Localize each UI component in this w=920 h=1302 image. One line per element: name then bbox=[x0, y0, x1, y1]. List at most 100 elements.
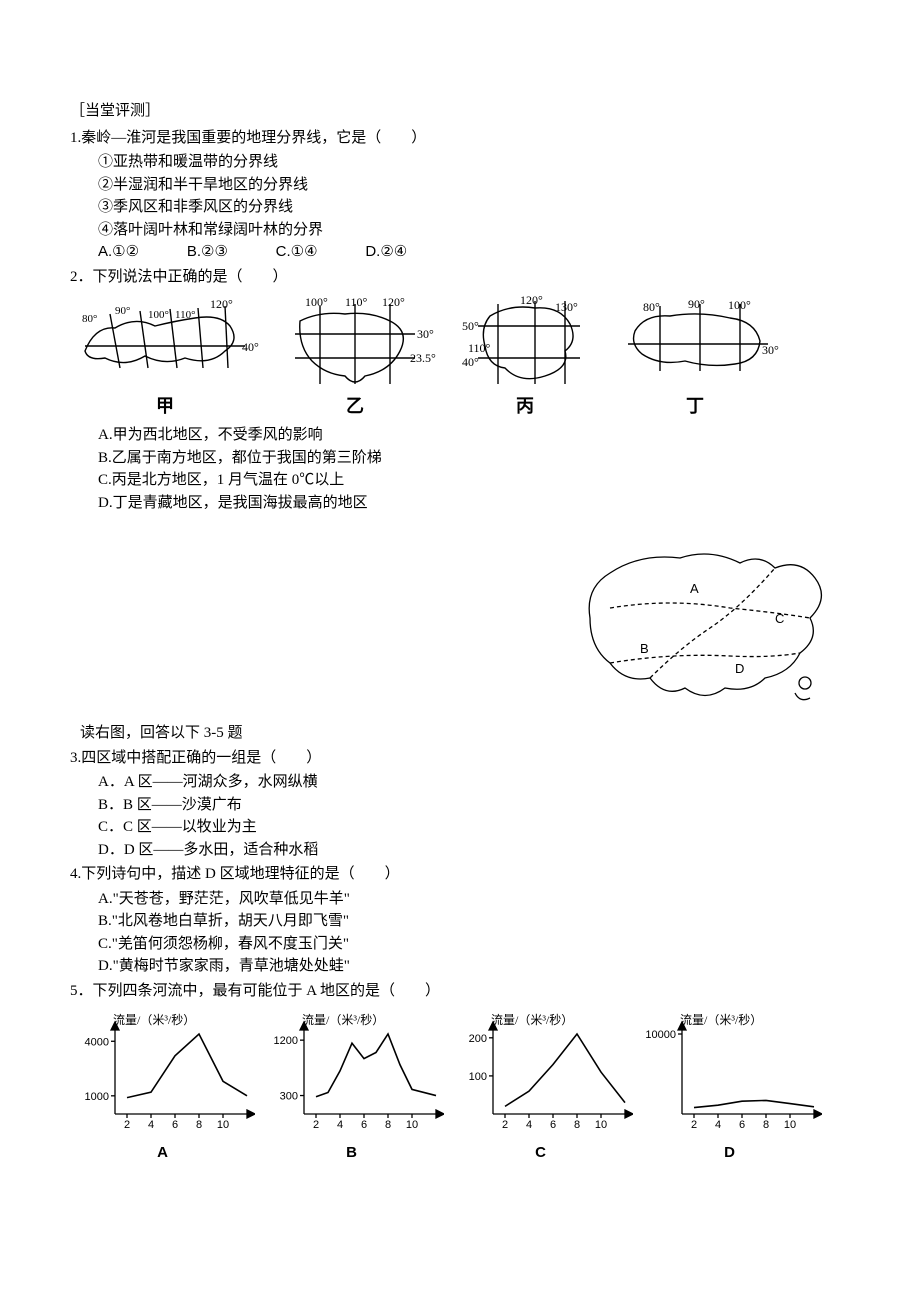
svg-text:流量/（米³/秒）: 流量/（米³/秒） bbox=[491, 1013, 573, 1027]
q2-stem: 2．下列说法中正确的是（ ） bbox=[70, 266, 850, 289]
svg-text:300: 300 bbox=[280, 1091, 298, 1103]
ding-80: 80° bbox=[643, 300, 660, 314]
chart-d: 流量/（米³/秒）10000246810（月）D bbox=[637, 1012, 822, 1165]
bing-120: 120° bbox=[520, 296, 543, 307]
q3-opt-a: A．A 区——河湖众多，水网纵横 bbox=[70, 771, 850, 794]
svg-text:2: 2 bbox=[691, 1119, 697, 1131]
q2-opt-a: A.甲为西北地区，不受季风的影响 bbox=[70, 424, 850, 447]
yi-caption: 乙 bbox=[270, 393, 440, 420]
q3-stem: 3.四区域中搭配正确的一组是（ ） bbox=[70, 747, 850, 770]
bing-110: 110° bbox=[468, 341, 491, 355]
q4-opt-b: B."北风卷地白草折，胡天八月即飞雪" bbox=[70, 910, 850, 933]
svg-text:10: 10 bbox=[784, 1119, 796, 1131]
jia-120: 120° bbox=[210, 297, 233, 311]
svg-text:4: 4 bbox=[715, 1119, 721, 1131]
jia-110: 110° bbox=[175, 309, 196, 321]
q1-item-3: ③季风区和非季风区的分界线 bbox=[70, 196, 850, 219]
svg-text:4: 4 bbox=[148, 1119, 154, 1131]
ding-30: 30° bbox=[762, 343, 779, 357]
ding-90: 90° bbox=[688, 297, 705, 311]
q2-opt-b: B.乙属于南方地区，都位于我国的第三阶梯 bbox=[70, 447, 850, 470]
yi-30: 30° bbox=[417, 327, 434, 341]
q3-opt-c: C．C 区——以牧业为主 bbox=[70, 816, 850, 839]
svg-text:10: 10 bbox=[406, 1119, 418, 1131]
passage-lead: 读右图，回答以下 3-5 题 bbox=[70, 722, 850, 745]
svg-text:1200: 1200 bbox=[274, 1035, 298, 1047]
svg-text:8: 8 bbox=[385, 1119, 391, 1131]
yi-100: 100° bbox=[305, 296, 328, 309]
q1-opt-b: B.②③ bbox=[187, 241, 228, 264]
svg-text:4: 4 bbox=[337, 1119, 343, 1131]
china-map-icon: A B C D bbox=[550, 528, 850, 718]
svg-text:（月）: （月） bbox=[627, 1117, 633, 1131]
yi-120: 120° bbox=[382, 296, 405, 309]
bing-caption: 丙 bbox=[450, 393, 600, 420]
map-label-d: D bbox=[735, 661, 744, 676]
chart-c: 流量/（米³/秒）100200246810（月）C bbox=[448, 1012, 633, 1165]
section-header: ［当堂评测］ bbox=[70, 100, 850, 123]
q4-opt-d: D."黄梅时节家家雨，青草池塘处处蛙" bbox=[70, 955, 850, 978]
map-jia: 80° 90° 100° 110° 120° 40° 甲 bbox=[70, 296, 260, 420]
q3-opt-d: D．D 区——多水田，适合种水稻 bbox=[70, 839, 850, 862]
svg-text:2: 2 bbox=[124, 1119, 130, 1131]
yi-110: 110° bbox=[345, 296, 368, 309]
yi-235: 23.5° bbox=[410, 351, 436, 365]
svg-text:10000: 10000 bbox=[645, 1029, 676, 1041]
q1-item-4: ④落叶阔叶林和常绿阔叶林的分界 bbox=[70, 219, 850, 242]
svg-text:100: 100 bbox=[469, 1071, 487, 1083]
jia-100: 100° bbox=[148, 309, 169, 321]
svg-text:4: 4 bbox=[526, 1119, 532, 1131]
map-label-c: C bbox=[775, 611, 784, 626]
bing-40: 40° bbox=[462, 355, 479, 369]
q1-opt-a: A.①② bbox=[98, 241, 139, 264]
svg-text:2: 2 bbox=[313, 1119, 319, 1131]
bing-50: 50° bbox=[462, 319, 479, 333]
jia-40: 40° bbox=[242, 340, 259, 354]
ding-100: 100° bbox=[728, 298, 751, 312]
svg-text:流量/（米³/秒）: 流量/（米³/秒） bbox=[113, 1013, 195, 1027]
q2-opt-c: C.丙是北方地区，1 月气温在 0℃以上 bbox=[70, 469, 850, 492]
svg-text:10: 10 bbox=[217, 1119, 229, 1131]
map-bing: 120° 130° 50° 110° 40° 丙 bbox=[450, 296, 600, 420]
q1-item-1: ①亚热带和暖温带的分界线 bbox=[70, 151, 850, 174]
svg-text:10: 10 bbox=[595, 1119, 607, 1131]
q2-opt-d: D.丁是青藏地区，是我国海拔最高的地区 bbox=[70, 492, 850, 515]
map-ding: 80° 90° 100° 30° 丁 bbox=[610, 296, 780, 420]
svg-text:（月）: （月） bbox=[438, 1117, 444, 1131]
map-yi: 100° 110° 120° 30° 23.5° 乙 bbox=[270, 296, 440, 420]
svg-text:1000: 1000 bbox=[85, 1091, 109, 1103]
q1-stem: 1.秦岭—淮河是我国重要的地理分界线，它是（ ） bbox=[70, 127, 850, 150]
jia-caption: 甲 bbox=[70, 393, 260, 420]
ding-caption: 丁 bbox=[610, 393, 780, 420]
svg-text:6: 6 bbox=[361, 1119, 367, 1131]
q3-opt-b: B．B 区——沙漠广布 bbox=[70, 794, 850, 817]
svg-text:8: 8 bbox=[574, 1119, 580, 1131]
china-map-wrap: A B C D bbox=[70, 528, 850, 718]
q5-charts-row: 流量/（米³/秒）10004000246810（月）A 流量/（米³/秒）300… bbox=[70, 1012, 850, 1165]
q1-opt-c: C.①④ bbox=[276, 241, 318, 264]
svg-text:6: 6 bbox=[172, 1119, 178, 1131]
svg-text:8: 8 bbox=[196, 1119, 202, 1131]
q1-opt-d: D.②④ bbox=[365, 241, 407, 264]
q5-stem: 5．下列四条河流中，最有可能位于 A 地区的是（ ） bbox=[70, 980, 850, 1003]
q4-opt-c: C."羌笛何须怨杨柳，春风不度玉门关" bbox=[70, 933, 850, 956]
svg-text:流量/（米³/秒）: 流量/（米³/秒） bbox=[680, 1013, 762, 1027]
q1-item-2: ②半湿润和半干旱地区的分界线 bbox=[70, 174, 850, 197]
map-label-b: B bbox=[640, 641, 649, 656]
jia-80: 80° bbox=[82, 313, 97, 325]
svg-text:8: 8 bbox=[763, 1119, 769, 1131]
svg-text:6: 6 bbox=[739, 1119, 745, 1131]
svg-text:6: 6 bbox=[550, 1119, 556, 1131]
q4-opt-a: A."天苍苍，野茫茫，风吹草低见牛羊" bbox=[70, 888, 850, 911]
svg-text:（月）: （月） bbox=[816, 1117, 822, 1131]
q1-options: A.①② B.②③ C.①④ D.②④ bbox=[70, 241, 850, 264]
svg-text:200: 200 bbox=[469, 1033, 487, 1045]
svg-text:2: 2 bbox=[502, 1119, 508, 1131]
q2-maps-row: 80° 90° 100° 110° 120° 40° 甲 100° 110° 1… bbox=[70, 296, 850, 420]
map-label-a: A bbox=[690, 581, 699, 596]
bing-130: 130° bbox=[555, 300, 578, 314]
chart-b: 流量/（米³/秒）3001200246810（月）B bbox=[259, 1012, 444, 1165]
q4-stem: 4.下列诗句中，描述 D 区域地理特征的是（ ） bbox=[70, 863, 850, 886]
svg-text:流量/（米³/秒）: 流量/（米³/秒） bbox=[302, 1013, 384, 1027]
svg-text:（月）: （月） bbox=[249, 1117, 255, 1131]
